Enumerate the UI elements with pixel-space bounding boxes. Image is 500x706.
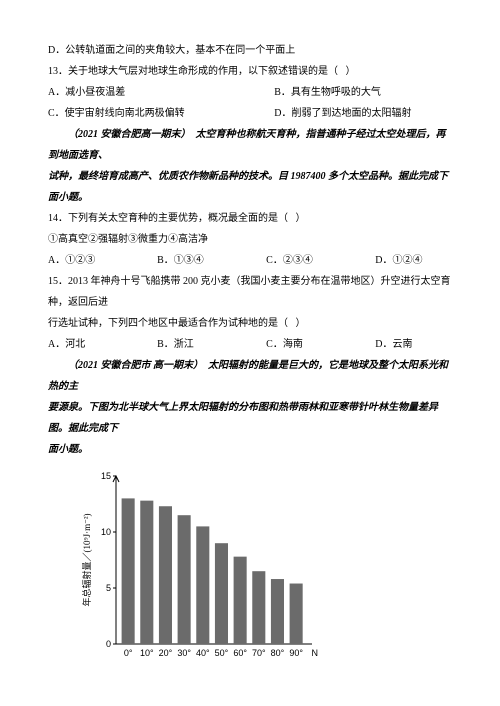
svg-text:N: N <box>312 648 318 658</box>
option-d: D．公转轨道面之间的夹角较大，基本不在同一个平面上 <box>48 40 452 61</box>
q13-stem: 13．关于地球大气层对地球生命形成的作用，以下叙述错误的是（ ） <box>48 61 452 82</box>
option-b: B．浙江 <box>157 334 266 355</box>
svg-text:10: 10 <box>101 527 111 537</box>
text: 14．下列有关太空育种的主要优势，概况最全面的是（ <box>48 213 288 224</box>
q14-stem: 14．下列有关太空育种的主要优势，概况最全面的是（ ） <box>48 208 452 229</box>
option-c: C．②③④ <box>266 250 375 271</box>
passage-1-line2: 试种，最终培育成高产、优质农作物新品种的技术。目 1987400 多个太空品种。… <box>48 166 452 208</box>
svg-text:10°: 10° <box>140 648 154 658</box>
radiation-bar-chart: 0 5 10 15 0° 10° 20° 30° 40° 50° 60° 70° 80° 90° N 年总辐射… <box>78 466 318 666</box>
text: D．公转轨道面之间的夹角较大，基本不在同一个平面上 <box>48 45 295 56</box>
q15-stem-l2: 行选址试种，下列四个地区中最适合作为试种地的是（ ） <box>48 313 452 334</box>
option-b: B．①③④ <box>157 250 266 271</box>
q13-row2: C．使宇宙射线向南北两极偏转D．削弱了到达地面的太阳辐射 <box>48 103 452 124</box>
q14-options: A．①②③B．①③④C．②③④D．①②④ <box>48 250 452 271</box>
svg-text:90°: 90° <box>289 648 303 658</box>
text: ） <box>296 213 306 224</box>
option-d: D．云南 <box>375 339 412 350</box>
option-d: D．削弱了到达地面的太阳辐射 <box>274 108 411 119</box>
option-a: A．减小昼夜温差 <box>48 82 274 103</box>
q15-stem-l1: 15．2013 年神舟十号飞船携带 200 克小麦（我国小麦主要分布在温带地区）… <box>48 271 452 313</box>
option-b: B．具有生物呼吸的大气 <box>274 87 381 98</box>
passage-2-line1: （2021 安徽合肥市 高一期末） 太阳辐射的能量是巨大的，它是地球及整个太阳系… <box>48 355 452 397</box>
option-c: C．使宇宙射线向南北两极偏转 <box>48 103 274 124</box>
text: ①高真空②强辐射③微重力④高洁净 <box>48 234 208 245</box>
q15-options: A．河北B．浙江C．海南D．云南 <box>48 334 452 355</box>
option-a: A．河北 <box>48 334 157 355</box>
svg-text:40°: 40° <box>196 648 210 658</box>
svg-text:60°: 60° <box>233 648 247 658</box>
svg-text:15: 15 <box>101 471 111 481</box>
svg-text:5: 5 <box>106 583 111 593</box>
passage-2-line3: 面小题。 <box>48 439 452 460</box>
q14-note: ①高真空②强辐射③微重力④高洁净 <box>48 229 452 250</box>
option-c: C．海南 <box>266 334 375 355</box>
text: （2021 安徽合肥高一期末） 太空育种也称航天育种，指普通种子经过太空处理后，… <box>48 129 446 161</box>
text: 试种，最终培育成高产、优质农作物新品种的技术。目 1987400 多个太空品种。… <box>48 171 448 203</box>
svg-text:0°: 0° <box>124 648 133 658</box>
option-d: D．①②④ <box>375 255 422 266</box>
svg-text:年总辐射量／(10⁹J·m⁻²): 年总辐射量／(10⁹J·m⁻²) <box>81 513 92 606</box>
text: 行选址试种，下列四个地区中最适合作为试种地的是（ <box>48 318 288 329</box>
text: ） <box>346 66 356 77</box>
q13-row1: A．减小昼夜温差B．具有生物呼吸的大气 <box>48 82 452 103</box>
text: 15．2013 年神舟十号飞船携带 200 克小麦（我国小麦主要分布在温带地区）… <box>48 276 451 308</box>
passage-2-line2: 要源泉。下图为北半球大气上界太阳辐射的分布图和热带雨林和亚寒带针叶林生物量差异图… <box>48 397 452 439</box>
chart-svg: 0 5 10 15 0° 10° 20° 30° 40° 50° 60° 70° 80° 90° N 年总辐射… <box>78 466 318 666</box>
text: 要源泉。下图为北半球大气上界太阳辐射的分布图和热带雨林和亚寒带针叶林生物量差异图… <box>48 402 438 434</box>
option-a: A．①②③ <box>48 250 157 271</box>
text: ） <box>296 318 306 329</box>
svg-text:20°: 20° <box>159 648 173 658</box>
passage-1-line1: （2021 安徽合肥高一期末） 太空育种也称航天育种，指普通种子经过太空处理后，… <box>48 124 452 166</box>
svg-text:70°: 70° <box>252 648 266 658</box>
svg-text:50°: 50° <box>215 648 229 658</box>
text: 13．关于地球大气层对地球生命形成的作用，以下叙述错误的是（ <box>48 66 338 77</box>
svg-text:0: 0 <box>106 639 111 649</box>
svg-text:30°: 30° <box>177 648 191 658</box>
text: （2021 安徽合肥市 高一期末） 太阳辐射的能量是巨大的，它是地球及整个太阳系… <box>48 360 448 392</box>
svg-text:80°: 80° <box>271 648 285 658</box>
text: 面小题。 <box>48 444 88 455</box>
